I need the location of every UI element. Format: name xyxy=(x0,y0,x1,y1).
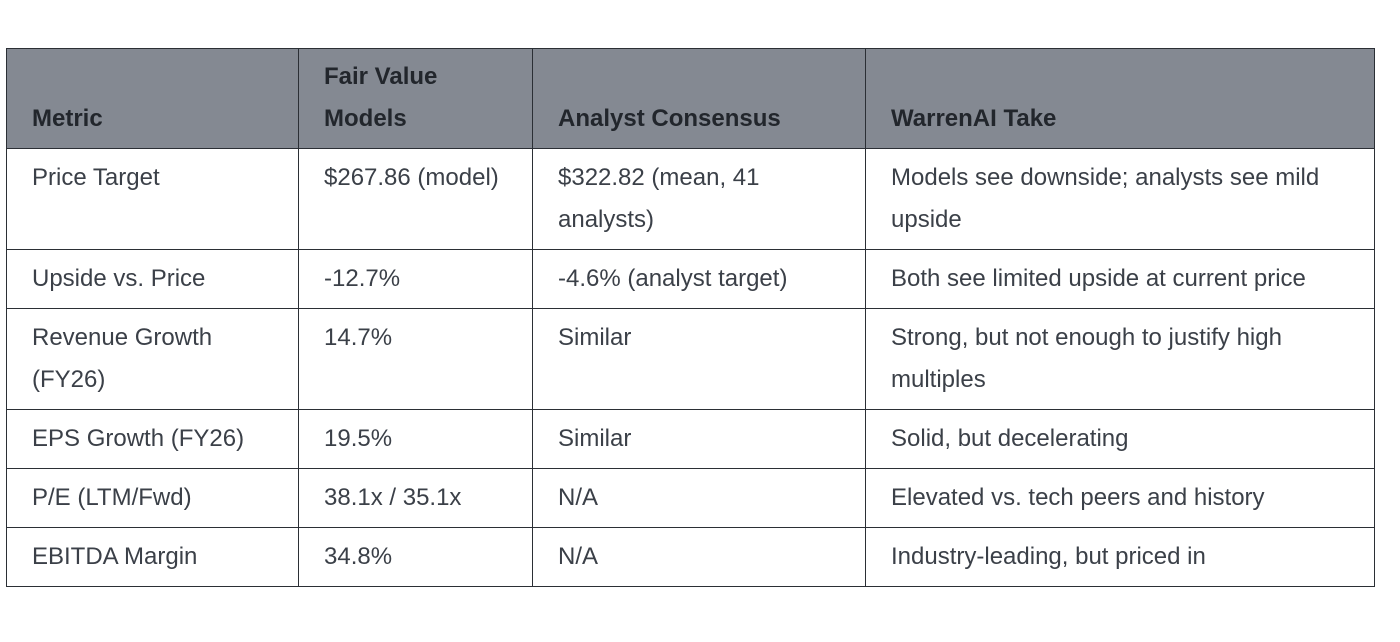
cell-take: Models see downside; analysts see mild u… xyxy=(865,148,1375,250)
table-row: EBITDA Margin 34.8% N/A Industry-leading… xyxy=(6,527,1375,587)
cell-analyst: $322.82 (mean, 41 analysts) xyxy=(532,148,866,250)
cell-fair-value: $267.86 (model) xyxy=(298,148,533,250)
table-row: Price Target $267.86 (model) $322.82 (me… xyxy=(6,148,1375,250)
cell-analyst: N/A xyxy=(532,527,866,587)
table-row: Revenue Growth (FY26) 14.7% Similar Stro… xyxy=(6,308,1375,410)
cell-metric: Revenue Growth (FY26) xyxy=(6,308,299,410)
cell-analyst: N/A xyxy=(532,468,866,528)
cell-metric: Price Target xyxy=(6,148,299,250)
cell-fair-value: -12.7% xyxy=(298,249,533,309)
header-metric: Metric xyxy=(6,48,299,149)
cell-fair-value: 38.1x / 35.1x xyxy=(298,468,533,528)
header-analyst-consensus: Analyst Consensus xyxy=(532,48,866,149)
cell-metric: EBITDA Margin xyxy=(6,527,299,587)
cell-metric: EPS Growth (FY26) xyxy=(6,409,299,469)
cell-metric: P/E (LTM/Fwd) xyxy=(6,468,299,528)
table-header-row: Metric Fair Value Models Analyst Consens… xyxy=(6,48,1375,149)
cell-take: Solid, but decelerating xyxy=(865,409,1375,469)
cell-take: Strong, but not enough to justify high m… xyxy=(865,308,1375,410)
cell-fair-value: 34.8% xyxy=(298,527,533,587)
cell-take: Elevated vs. tech peers and history xyxy=(865,468,1375,528)
table-row: Upside vs. Price -12.7% -4.6% (analyst t… xyxy=(6,249,1375,309)
cell-fair-value: 14.7% xyxy=(298,308,533,410)
cell-analyst: Similar xyxy=(532,308,866,410)
cell-analyst: -4.6% (analyst target) xyxy=(532,249,866,309)
table-row: EPS Growth (FY26) 19.5% Similar Solid, b… xyxy=(6,409,1375,469)
cell-analyst: Similar xyxy=(532,409,866,469)
comparison-table-container: Metric Fair Value Models Analyst Consens… xyxy=(6,48,1375,587)
valuation-comparison-table: Metric Fair Value Models Analyst Consens… xyxy=(6,48,1375,587)
cell-metric: Upside vs. Price xyxy=(6,249,299,309)
header-warrenai-take: WarrenAI Take xyxy=(865,48,1375,149)
table-row: P/E (LTM/Fwd) 38.1x / 35.1x N/A Elevated… xyxy=(6,468,1375,528)
cell-take: Industry-leading, but priced in xyxy=(865,527,1375,587)
cell-take: Both see limited upside at current price xyxy=(865,249,1375,309)
cell-fair-value: 19.5% xyxy=(298,409,533,469)
header-fair-value-models: Fair Value Models xyxy=(298,48,533,149)
